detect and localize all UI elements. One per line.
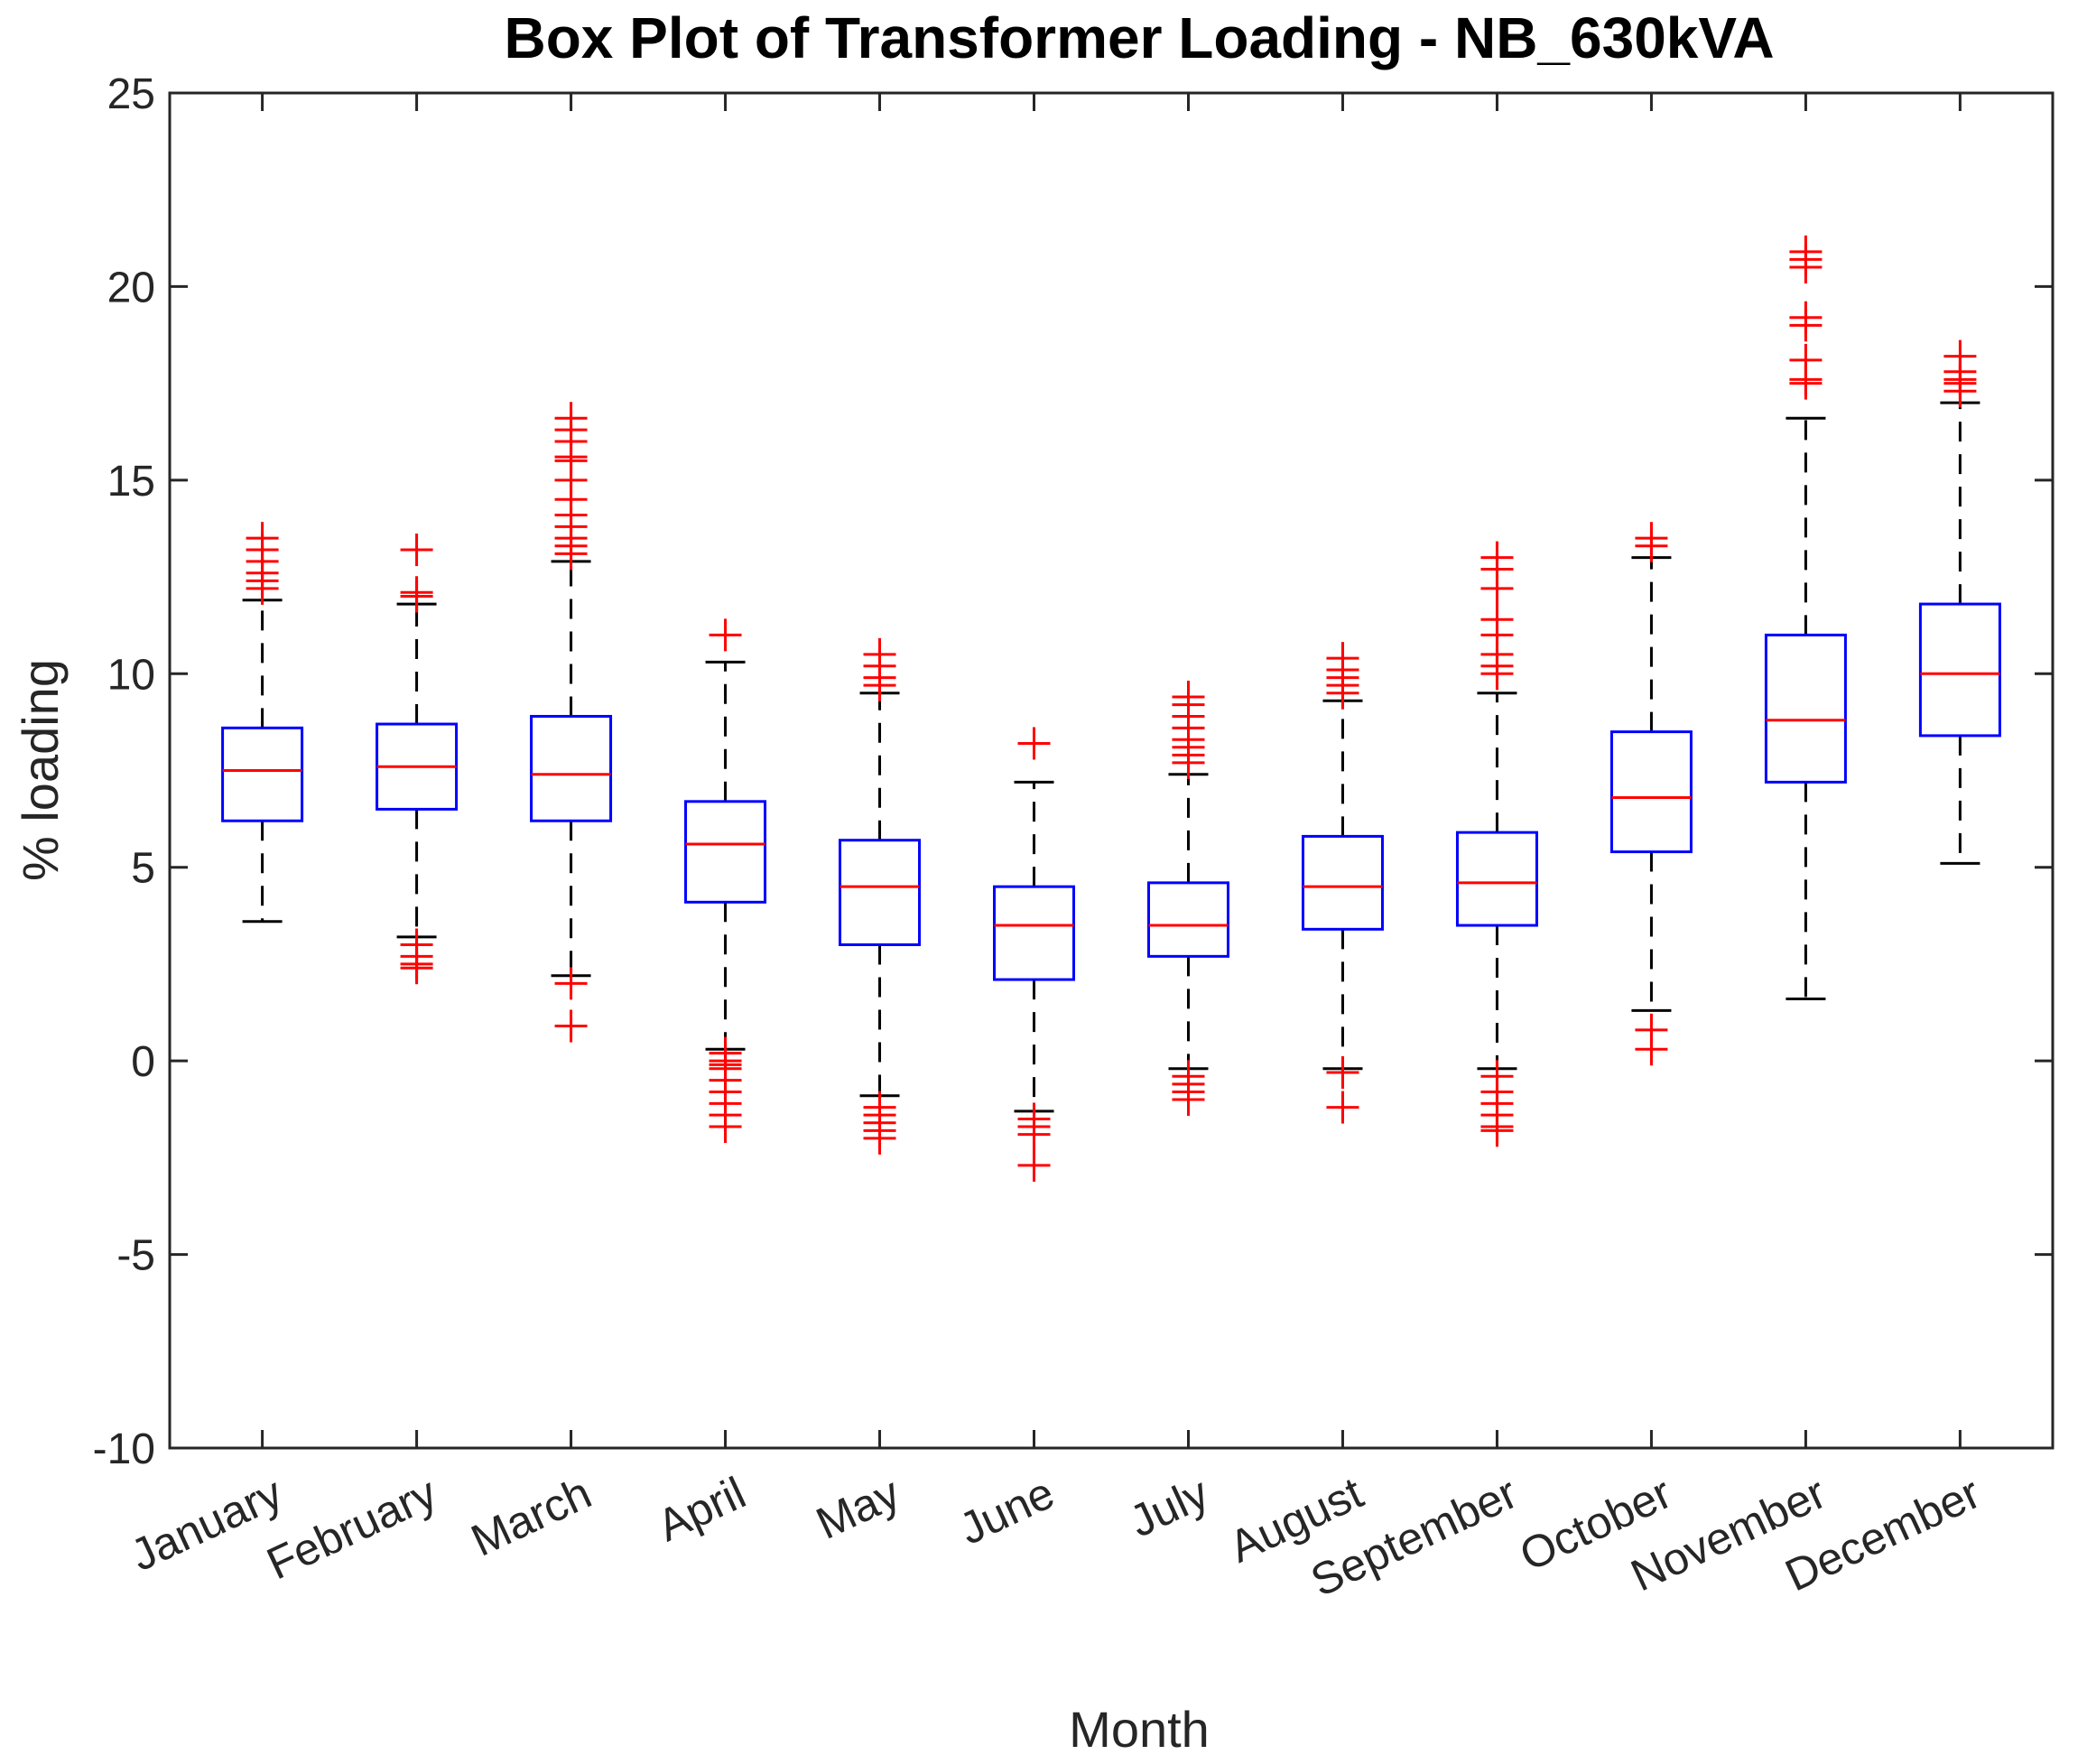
box-august — [1301, 642, 1384, 1124]
chart-title: Box Plot of Transformer Loading - NB_630… — [504, 5, 1774, 70]
y-tick-label: 5 — [131, 845, 155, 893]
box-february — [376, 534, 459, 985]
x-tick-label: January — [123, 1467, 290, 1581]
outlier-marker — [1480, 1114, 1514, 1147]
box-january — [221, 522, 304, 924]
box-november — [1764, 235, 1847, 1001]
outlier-marker — [1789, 343, 1823, 376]
outlier-marker — [709, 1110, 742, 1144]
box-series — [221, 235, 2001, 1182]
outlier-marker — [400, 952, 433, 985]
box-march — [530, 402, 613, 1043]
iqr-box — [1609, 730, 1693, 854]
outlier-marker — [246, 522, 279, 555]
box-may — [839, 637, 922, 1155]
x-tick-label: March — [464, 1467, 599, 1565]
outlier-marker — [554, 1009, 588, 1043]
y-tick-label: -5 — [116, 1232, 155, 1280]
x-tick-label: April — [650, 1467, 753, 1551]
outlier-marker — [1480, 603, 1514, 636]
outlier-marker — [1789, 301, 1823, 334]
y-tick-label: 0 — [131, 1038, 155, 1086]
iqr-box — [530, 714, 613, 822]
iqr-box — [1301, 834, 1384, 931]
outlier-marker — [1017, 1148, 1051, 1182]
iqr-box — [1455, 831, 1538, 927]
outlier-marker — [1017, 1118, 1051, 1151]
outlier-marker — [1017, 727, 1051, 760]
x-axis-label: Month — [1069, 1701, 1210, 1758]
box-april — [684, 618, 767, 1144]
outlier-marker — [1172, 681, 1205, 714]
plot-frame — [168, 91, 2055, 1450]
y-tick-label: 10 — [107, 651, 155, 699]
box-december — [1918, 339, 2001, 865]
x-tick-label: June — [951, 1467, 1062, 1555]
outlier-marker — [1326, 642, 1359, 675]
x-axis-ticks — [261, 93, 1962, 1448]
box-june — [993, 727, 1076, 1182]
box-september — [1455, 541, 1538, 1147]
outlier-marker — [1789, 235, 1823, 268]
outlier-marker — [1635, 1033, 1668, 1066]
outlier-marker — [1943, 339, 1977, 373]
iqr-box — [684, 800, 767, 904]
outlier-marker — [554, 402, 588, 435]
y-tick-label: 15 — [107, 458, 155, 506]
iqr-box — [993, 885, 1076, 981]
y-axis-tick-labels: 25 20 15 10 5 0 -5 -10 — [93, 70, 155, 1473]
outlier-marker — [1480, 541, 1514, 574]
outlier-marker — [400, 576, 433, 609]
iqr-box — [839, 839, 922, 946]
outlier-marker — [709, 618, 742, 652]
iqr-box — [1146, 881, 1229, 958]
iqr-box — [1918, 602, 2001, 738]
x-tick-label: July — [1122, 1467, 1216, 1546]
x-tick-label: February — [259, 1467, 444, 1589]
x-tick-label: May — [809, 1467, 907, 1549]
outlier-marker — [1172, 1083, 1205, 1117]
outlier-marker — [554, 967, 588, 1000]
outlier-marker — [1635, 522, 1668, 555]
outlier-marker — [863, 637, 896, 671]
y-axis-ticks — [170, 91, 2053, 1450]
iqr-box — [1764, 633, 1847, 784]
box-july — [1146, 681, 1229, 1117]
outlier-marker — [1326, 1056, 1359, 1090]
iqr-box — [221, 726, 304, 822]
box-october — [1609, 522, 1693, 1066]
y-axis-label: % loading — [12, 659, 69, 881]
outlier-marker — [400, 534, 433, 567]
y-tick-label: 25 — [107, 70, 155, 118]
y-tick-label: -10 — [93, 1425, 155, 1473]
outlier-marker — [1326, 1091, 1359, 1124]
y-tick-label: 20 — [107, 264, 155, 311]
outlier-marker — [863, 1121, 896, 1155]
